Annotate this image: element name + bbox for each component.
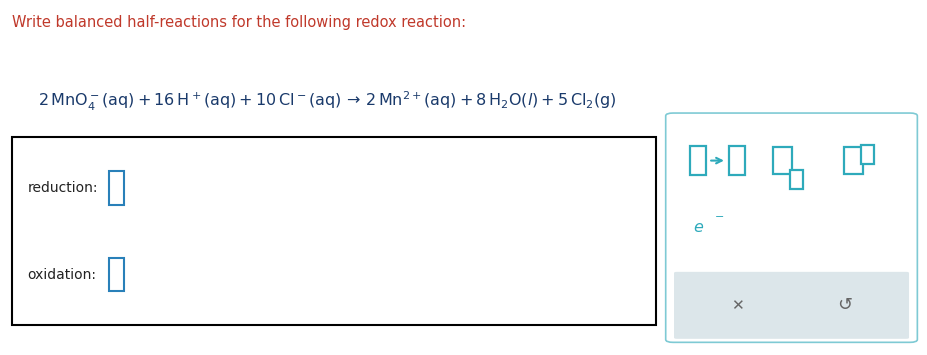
- FancyBboxPatch shape: [772, 147, 791, 174]
- FancyBboxPatch shape: [12, 137, 654, 326]
- FancyBboxPatch shape: [860, 144, 873, 164]
- FancyBboxPatch shape: [789, 170, 802, 189]
- FancyBboxPatch shape: [673, 272, 908, 339]
- FancyBboxPatch shape: [665, 113, 917, 342]
- Text: Write balanced half-reactions for the following redox reaction:: Write balanced half-reactions for the fo…: [12, 16, 466, 31]
- FancyBboxPatch shape: [108, 258, 123, 291]
- FancyBboxPatch shape: [728, 146, 744, 175]
- FancyBboxPatch shape: [844, 147, 862, 174]
- Text: $e$: $e$: [692, 220, 704, 235]
- Text: oxidation:: oxidation:: [27, 268, 96, 282]
- Text: reduction:: reduction:: [27, 181, 97, 195]
- Text: $\rm 2\,MnO_4^-(aq)+16\,H^+(aq)+10\,Cl^-(aq)\,{\rightarrow}\,2\,Mn^{2+}(aq)+8\,H: $\rm 2\,MnO_4^-(aq)+16\,H^+(aq)+10\,Cl^-…: [38, 90, 616, 113]
- Text: $\mathsf{-}$: $\mathsf{-}$: [713, 211, 723, 220]
- FancyBboxPatch shape: [689, 146, 705, 175]
- Text: ↺: ↺: [836, 296, 851, 314]
- FancyBboxPatch shape: [108, 171, 123, 204]
- Text: ✕: ✕: [730, 298, 743, 313]
